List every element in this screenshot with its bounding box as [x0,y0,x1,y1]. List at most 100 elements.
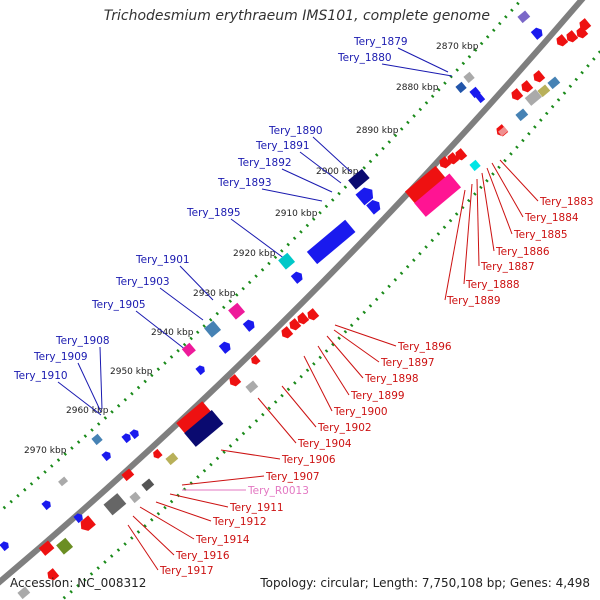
gene-label: Tery_1889 [446,295,501,307]
leader-line [499,159,539,202]
leader-line [220,449,281,460]
leader-line [491,162,524,218]
gene-label: Tery_1911 [229,502,284,514]
gene-label: Tery_1891 [255,140,310,152]
gene-feature [41,500,51,511]
gene-feature [537,84,551,98]
gene-feature [245,380,259,394]
leader-line [397,47,449,73]
gene-feature [447,152,460,165]
gene-feature [38,540,55,556]
gene-feature [404,165,450,209]
gene-feature [80,515,96,531]
gene-label: Tery_1885 [513,229,568,241]
gene-feature [129,491,141,504]
gene-feature [153,448,163,459]
gene-feature [348,168,370,190]
gene-label: Tery_1905 [91,299,146,311]
gene-feature [121,468,135,482]
leader-line [381,63,453,77]
gene-feature [414,173,462,217]
gene-feature [181,342,196,357]
gene-label: Tery_1896 [397,341,452,353]
gene-feature [530,27,543,40]
gene-feature [56,537,74,555]
leader-line [334,324,397,347]
gene-label: Tery_1883 [539,196,594,208]
gene-feature [475,93,486,104]
gene-label: Tery_1904 [297,438,352,450]
gene-label: Tery_1917 [159,565,214,577]
gene-feature [439,156,452,169]
gene-feature [58,476,69,487]
gene-feature [524,89,542,106]
leader-line [257,397,297,444]
gene-feature [463,71,475,84]
leader-lines [57,47,539,571]
gene-feature [498,126,509,137]
gene-feature [469,159,481,172]
gene-feature [533,70,546,83]
gene-label: Tery_1888 [465,279,520,291]
leader-line [57,381,102,416]
gene-feature [103,493,127,516]
gene-feature [228,302,246,320]
leader-line [159,287,204,321]
gene-feature [176,401,214,437]
leader-line [481,172,495,252]
gene-feature [17,586,31,600]
topology-text: Topology: circular; Length: 7,750,108 bp… [260,576,590,590]
gene-label: Tery_1902 [317,422,372,434]
kbp-tick-label: 2930 kbp [193,289,236,299]
leader-line [281,168,333,193]
gene-label: Tery_1908 [55,335,110,347]
gene-feature [511,88,524,101]
gene-feature [91,433,103,446]
scale-track-inner [59,49,600,600]
kbp-tick-label: 2910 kbp [275,209,318,219]
gene-feature [556,34,569,47]
kbp-tick-label: 2960 kbp [66,406,109,416]
gene-feature [141,478,155,492]
kbp-tick-labels: 2870 kbp 2880 kbp 2890 kbp 2900 kbp 2910 kbp… [24,42,479,456]
gene-label: Tery_1903 [115,276,170,288]
gene-label: Tery_1887 [480,261,535,273]
gene-label: Tery_1892 [237,157,292,169]
kbp-tick-label: 2970 kbp [24,446,67,456]
leader-line [303,355,333,412]
kbp-tick-label: 2890 kbp [356,126,399,136]
gene-feature [47,568,60,581]
gene-feature [307,308,320,321]
leader-line [135,310,187,351]
gene-feature [281,326,294,339]
leader-line [326,335,364,379]
gene-feature [566,30,579,43]
accession-text: Accession: NC_008312 [10,576,147,590]
gene-feature [218,341,231,354]
leader-line [155,501,212,522]
gene-feature [297,312,310,325]
gene-label: Tery_1897 [380,357,435,369]
gene-feature [515,108,529,122]
gene-label: Tery_1914 [195,534,250,546]
gene-label: Tery_1900 [333,406,388,418]
gene-label: Tery_1901 [135,254,190,266]
leader-line [132,515,175,556]
gene-feature [204,320,222,338]
kbp-tick-label: 2940 kbp [151,328,194,338]
leader-line [77,362,102,413]
gene-label: Tery_1884 [524,212,579,224]
leader-line [99,346,103,410]
gene-label: Tery_1890 [268,125,323,137]
gene-feature [290,271,303,284]
gene-feature [289,318,302,331]
leader-line [317,345,350,396]
gene-feature [278,252,296,270]
gene-feature [229,374,242,387]
leader-line [444,189,466,301]
gene-feature [121,433,131,444]
gene-feature [251,354,261,365]
gene-label: Tery_1910 [13,370,68,382]
gene-label: Tery_1907 [265,471,320,483]
